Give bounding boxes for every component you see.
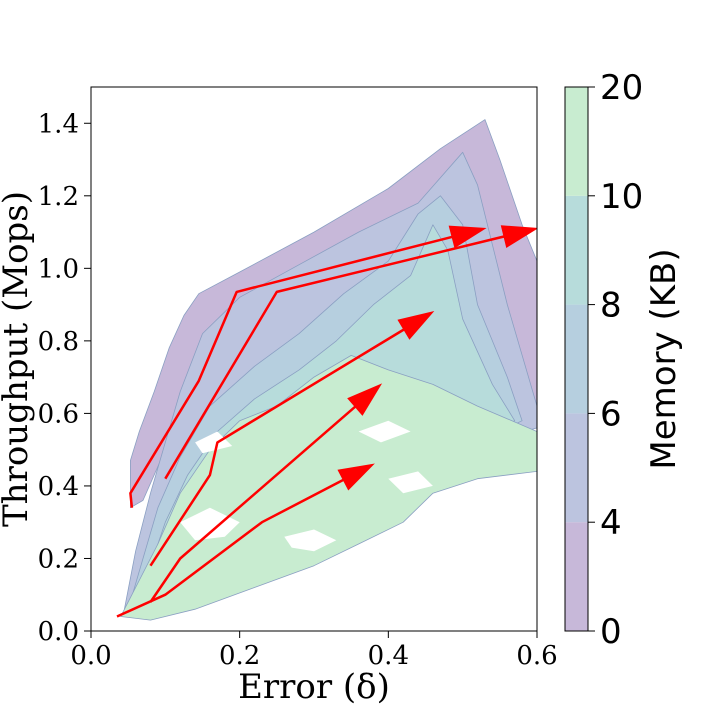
colorbar-tick-label: 4 — [600, 503, 622, 543]
trajectory-arrow-line — [164, 235, 505, 480]
trajectory-arrow-head — [337, 463, 375, 491]
x-tick-label: 0.0 — [70, 641, 111, 671]
trajectory-arrow-head — [347, 383, 383, 416]
empty-region — [358, 420, 411, 443]
x-tick-label: 0.4 — [368, 641, 409, 671]
colorbar-tick-label: 8 — [600, 286, 622, 326]
y-tick-label: 0.0 — [38, 617, 79, 647]
trajectory-arrow-head — [397, 311, 435, 340]
y-tick-label: 0.2 — [38, 544, 79, 574]
trajectory-arrow-line — [129, 235, 453, 508]
plot-frame — [90, 86, 538, 632]
y-tick-label: 1.4 — [38, 109, 79, 139]
y-tick-label: 0.6 — [38, 399, 79, 429]
trajectory-arrow-line — [149, 405, 357, 603]
y-tick-label: 0.4 — [38, 472, 79, 502]
colorbar-tick-label: 0 — [600, 612, 622, 652]
x-tick-label: 0.6 — [516, 641, 557, 671]
colorbar: 0 4 6 8 10 20 — [564, 68, 643, 652]
colorbar-tick-label: 20 — [600, 68, 643, 108]
y-tick-label: 1.0 — [38, 254, 79, 284]
empty-region — [388, 471, 433, 494]
trajectory-arrow-head — [448, 225, 487, 249]
trajectory-arrow-line — [149, 328, 405, 567]
y-axis: 0.0 0.2 0.4 0.6 0.8 1.0 1.2 1.4 — [38, 109, 91, 647]
empty-region — [180, 507, 240, 541]
colorbar-tick-label: 6 — [600, 394, 622, 434]
x-axis: 0.0 0.2 0.4 0.6 — [70, 631, 558, 671]
colorbar-band — [565, 413, 588, 523]
colorbar-band — [565, 522, 588, 631]
colorbar-frame — [564, 86, 589, 632]
colorbar-tick-label: 10 — [600, 177, 643, 217]
trajectory-arrow-line — [116, 478, 344, 618]
empty-region — [284, 529, 337, 552]
colorbar-band — [565, 304, 588, 414]
x-axis-title: Error (δ) — [238, 667, 390, 707]
trajectory-arrow-head — [500, 225, 537, 248]
y-tick-label: 0.8 — [38, 327, 79, 357]
x-tick-label: 0.2 — [219, 641, 260, 671]
colorbar-title: Memory (KB) — [644, 248, 684, 469]
colorbar-band — [565, 195, 588, 305]
empty-region — [195, 431, 233, 454]
empty-regions — [180, 420, 433, 552]
y-axis-title: Throughput (Mops) — [0, 191, 36, 527]
y-tick-label: 1.2 — [38, 182, 79, 212]
colorbar-band — [565, 87, 588, 196]
trajectory-arrows — [116, 225, 537, 618]
